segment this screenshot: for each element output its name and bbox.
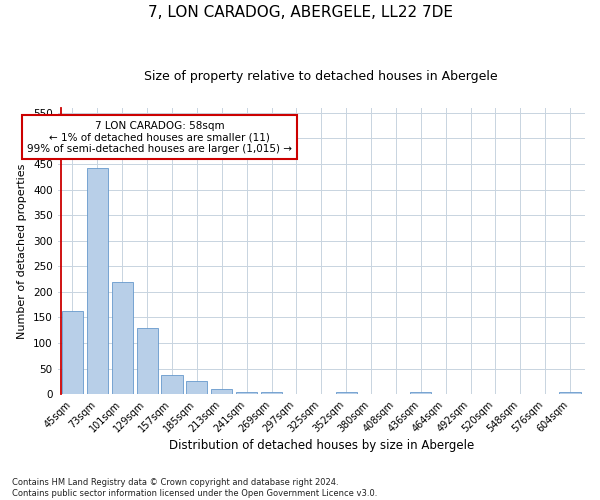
Title: Size of property relative to detached houses in Abergele: Size of property relative to detached ho… — [145, 70, 498, 83]
Bar — [137, 328, 158, 394]
Bar — [236, 392, 257, 394]
Text: Contains HM Land Registry data © Crown copyright and database right 2024.
Contai: Contains HM Land Registry data © Crown c… — [12, 478, 377, 498]
Bar — [187, 382, 208, 394]
Bar — [335, 392, 357, 394]
Bar — [87, 168, 108, 394]
Bar — [62, 311, 83, 394]
Bar — [211, 388, 232, 394]
Bar — [261, 392, 282, 394]
Bar — [559, 392, 581, 394]
Bar — [112, 282, 133, 394]
Y-axis label: Number of detached properties: Number of detached properties — [17, 164, 28, 338]
Bar — [161, 375, 182, 394]
Bar — [410, 392, 431, 394]
Text: 7 LON CARADOG: 58sqm
← 1% of detached houses are smaller (11)
99% of semi-detach: 7 LON CARADOG: 58sqm ← 1% of detached ho… — [27, 120, 292, 154]
X-axis label: Distribution of detached houses by size in Abergele: Distribution of detached houses by size … — [169, 440, 474, 452]
Text: 7, LON CARADOG, ABERGELE, LL22 7DE: 7, LON CARADOG, ABERGELE, LL22 7DE — [148, 5, 452, 20]
